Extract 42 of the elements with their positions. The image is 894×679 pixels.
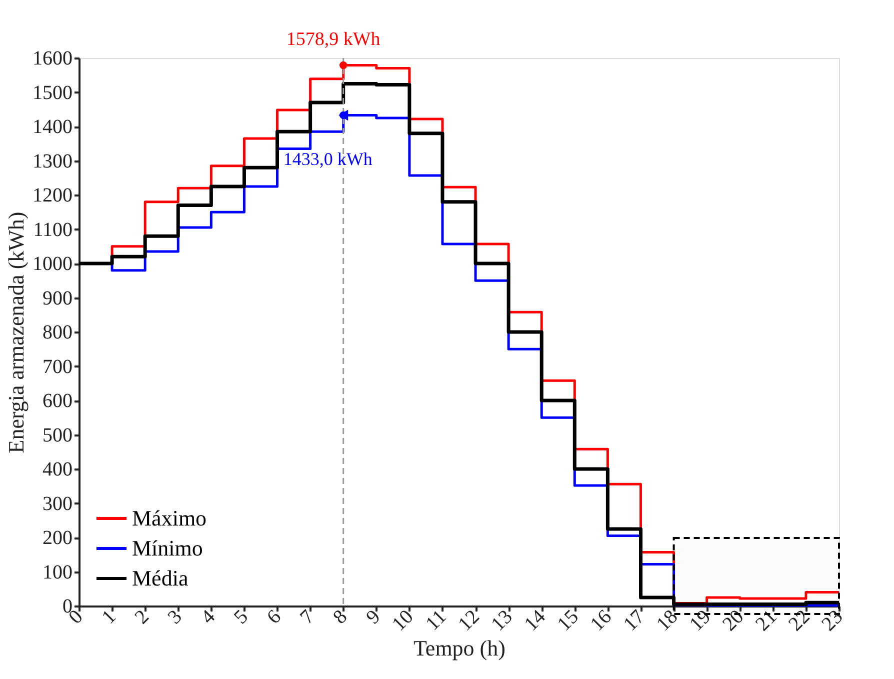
- legend-label: Máximo: [132, 506, 207, 530]
- x-tick-label: 1: [98, 606, 120, 628]
- y-tick-label: 400: [42, 458, 72, 480]
- x-tick-label: 12: [454, 606, 484, 636]
- x-tick-label: 6: [262, 606, 286, 628]
- y-tick-label: 700: [42, 356, 72, 378]
- legend-label: Mínimo: [132, 536, 203, 560]
- x-tick-label: 22: [784, 606, 814, 636]
- legend-label: Média: [132, 566, 188, 590]
- x-tick-label: 16: [586, 606, 616, 636]
- y-tick-label: 1200: [32, 184, 72, 206]
- y-tick-label: 300: [42, 492, 72, 515]
- x-tick-label: 14: [520, 606, 550, 636]
- x-tick-label: 4: [196, 606, 220, 628]
- y-tick-label: 900: [42, 287, 72, 310]
- x-tick-label: 18: [652, 606, 682, 636]
- y-tick-label: 200: [42, 527, 72, 549]
- x-tick-label: 5: [230, 606, 252, 628]
- x-tick-label: 3: [164, 606, 186, 628]
- y-axis-title: Energia armazenada (kWh): [4, 212, 28, 454]
- x-tick-label: 7: [296, 606, 319, 628]
- annotation: 1578,9 kWh: [286, 29, 381, 50]
- y-tick-label: 1100: [33, 218, 72, 241]
- x-tick-label: 9: [362, 606, 385, 628]
- x-tick-label: 17: [619, 606, 650, 636]
- y-tick-label: 100: [42, 561, 72, 584]
- y-tick-label: 800: [42, 322, 72, 344]
- y-tick-label: 500: [42, 424, 72, 446]
- x-tick-label: 2: [130, 606, 154, 628]
- y-tick-label: 1400: [32, 116, 72, 138]
- annotation: 1433,0 kWh: [283, 149, 372, 170]
- x-tick-label: 8: [329, 606, 352, 628]
- x-tick-label: 15: [553, 606, 583, 636]
- x-axis-title: Tempo (h): [414, 636, 506, 661]
- x-tick-label: 13: [487, 606, 517, 636]
- y-tick-label: 1600: [32, 48, 72, 70]
- y-tick-label: 600: [42, 390, 72, 412]
- x-tick-label: 10: [388, 606, 418, 636]
- x-tick-label: 11: [422, 606, 451, 635]
- y-tick-label: 1000: [32, 253, 72, 275]
- y-tick-label: 1300: [32, 150, 72, 172]
- y-tick-label: 1500: [32, 82, 72, 104]
